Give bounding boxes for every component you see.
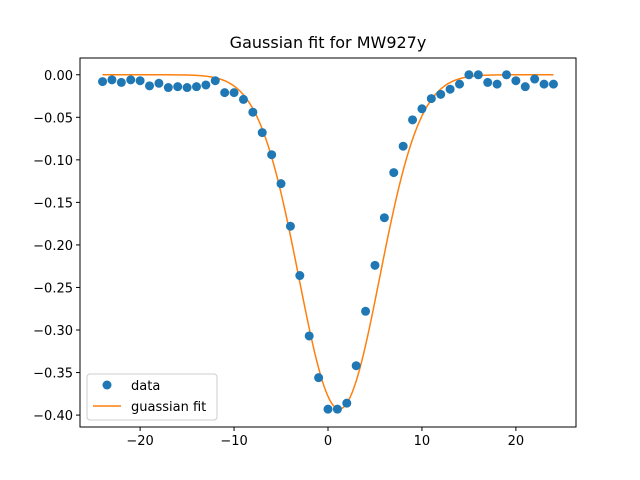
y-tick-label: −0.20 [33, 239, 73, 254]
data-point [530, 74, 540, 84]
data-point [163, 83, 173, 93]
data-point [314, 373, 324, 383]
chart-title: Gaussian fit for MW927y [230, 33, 427, 52]
data-point [182, 83, 192, 93]
data-point [351, 361, 361, 371]
data-point [116, 77, 126, 87]
legend: data guassian fit [86, 373, 218, 421]
data-point [98, 77, 108, 87]
data-point [285, 221, 295, 231]
data-point [436, 89, 446, 99]
data-point [548, 79, 558, 89]
data-point [464, 70, 474, 80]
data-point [398, 141, 408, 151]
data-point [145, 81, 155, 91]
data-point [173, 82, 183, 92]
x-tick-label: 0 [324, 434, 332, 449]
data-points-layer [98, 70, 558, 414]
y-tick-label: −0.25 [33, 281, 73, 296]
data-point [539, 79, 549, 89]
data-point [408, 115, 418, 125]
data-point [154, 78, 164, 88]
data-point [201, 80, 211, 90]
x-tick-label: −20 [126, 434, 153, 449]
x-axis: −20 −10 0 10 20 [126, 427, 524, 449]
legend-box [86, 373, 218, 421]
data-point [389, 168, 399, 178]
data-point [361, 306, 371, 316]
fit-curve-line [102, 74, 554, 410]
y-axis: 0.00 −0.05 −0.10 −0.15 −0.20 −0.25 −0.30 −0.35 −… [33, 69, 80, 424]
data-point [426, 94, 436, 104]
y-tick-label: −0.10 [33, 154, 73, 169]
data-point [473, 70, 483, 80]
x-tick-label: −10 [220, 434, 247, 449]
data-point [267, 150, 277, 160]
data-point [455, 79, 465, 89]
y-tick-label: 0.00 [44, 69, 73, 84]
data-point [126, 75, 136, 85]
data-point [257, 128, 267, 138]
x-tick-label: 20 [508, 434, 525, 449]
data-point [238, 94, 248, 104]
y-tick-label: −0.15 [33, 196, 73, 211]
data-point [135, 76, 145, 86]
data-point [520, 82, 530, 92]
legend-label-data: data [131, 379, 160, 394]
data-point [229, 88, 239, 98]
data-point [323, 404, 333, 414]
data-point [379, 213, 389, 223]
data-point [295, 271, 305, 281]
data-point [511, 76, 521, 86]
y-tick-label: −0.30 [33, 324, 73, 339]
data-point [332, 404, 342, 414]
y-tick-label: −0.35 [33, 367, 73, 382]
data-point [248, 107, 258, 117]
fit-curve-layer [102, 74, 554, 410]
data-point [276, 179, 286, 189]
data-point [445, 84, 455, 94]
legend-marker-data [102, 380, 112, 390]
data-point [304, 331, 314, 341]
data-point [342, 398, 352, 408]
y-tick-label: −0.05 [33, 111, 73, 126]
data-point [492, 79, 502, 89]
data-point [210, 76, 220, 86]
data-point [417, 104, 427, 114]
plot-area-frame [79, 57, 577, 428]
legend-label-fit: guassian fit [131, 400, 206, 415]
data-point [483, 77, 493, 87]
data-point [370, 260, 380, 270]
data-point [220, 88, 230, 98]
data-point [501, 70, 511, 80]
x-tick-label: 10 [414, 434, 431, 449]
data-point [107, 75, 117, 85]
y-tick-label: −0.40 [33, 409, 73, 424]
data-point [191, 82, 201, 92]
